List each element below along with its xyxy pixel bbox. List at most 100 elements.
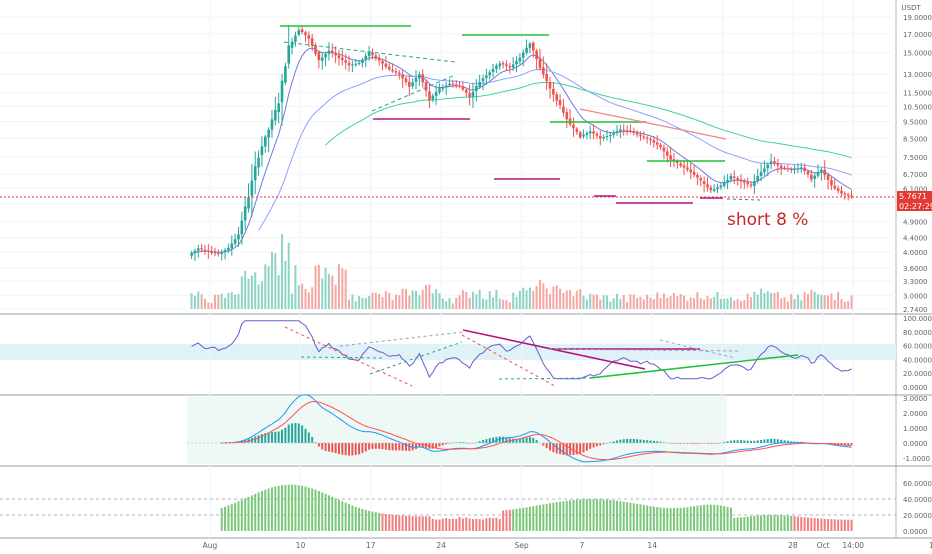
oscillator-bar [592, 499, 595, 531]
volume-bar [837, 291, 840, 309]
volume-bar [672, 293, 675, 309]
volume-bar [639, 296, 642, 309]
macd-histogram-bar [492, 437, 495, 443]
oscillator-bar [827, 519, 830, 531]
oscillator-bar [348, 504, 351, 531]
candle-body [458, 85, 461, 87]
osc-tick-label: 60.0000 [903, 480, 932, 488]
volume-bar [404, 289, 407, 309]
candle-body [508, 66, 512, 68]
volume-bar [528, 287, 531, 309]
volume-bar [626, 302, 629, 309]
oscillator-bar [277, 485, 280, 531]
candle-body [759, 171, 763, 176]
oscillator-bar [411, 516, 414, 531]
macd-histogram-bar [579, 443, 582, 454]
volume-bar [555, 285, 558, 309]
oscillator-bar [240, 499, 243, 531]
trend-line [283, 41, 456, 63]
oscillator-bar [528, 506, 531, 531]
volume-bar [488, 291, 491, 309]
candle-body [475, 85, 478, 92]
candle-body [823, 169, 827, 176]
oscillator-bar [515, 508, 518, 531]
volume-bar [512, 292, 515, 309]
candle-body [297, 30, 301, 35]
oscillator-bar [662, 507, 665, 531]
oscillator-bar [780, 515, 783, 531]
oscillator-bar [693, 506, 696, 531]
volume-bar [227, 293, 230, 309]
countdown-timer: 02:27:29 [899, 202, 932, 211]
volume-bar [562, 292, 565, 309]
oscillator-bar [632, 503, 635, 531]
macd-tick-label: 3.0000 [903, 395, 928, 403]
rsi-dashed-line [659, 339, 736, 359]
macd-histogram-bar [632, 439, 635, 443]
oscillator-bar [478, 519, 481, 531]
candle-body [491, 69, 495, 72]
volume-bar [438, 293, 441, 309]
oscillator-bar [297, 485, 300, 531]
oscillator-bar [786, 515, 789, 531]
macd-histogram-bar [552, 443, 555, 453]
candle-body [387, 66, 391, 70]
oscillator-bar [532, 506, 535, 531]
candle-body [649, 138, 652, 141]
oscillator-bar [729, 507, 732, 531]
macd-histogram-bar [401, 443, 404, 451]
oscillator-bar [274, 486, 277, 531]
candle-body [434, 91, 438, 96]
volume-bar [823, 295, 826, 309]
candle-body [451, 83, 455, 85]
candle-body [511, 64, 515, 68]
volume-bar [709, 298, 712, 309]
oscillator-bar [327, 495, 330, 531]
oscillator-bar [743, 516, 746, 531]
oscillator-bar [227, 505, 230, 531]
candle-body [300, 29, 304, 33]
macd-histogram-bar [257, 435, 260, 443]
volume-bar [361, 297, 364, 309]
macd-histogram-bar [559, 443, 562, 455]
volume-bar [542, 283, 545, 309]
macd-histogram-bar [616, 440, 619, 443]
candle-body [485, 75, 488, 79]
macd-histogram-bar [448, 443, 451, 444]
volume-bar [679, 294, 682, 309]
volume-bar [240, 276, 243, 309]
candle-body [501, 63, 505, 65]
macd-histogram-bar [776, 439, 779, 443]
oscillator-bar [646, 505, 649, 531]
candle-body [766, 164, 770, 169]
candle-body [397, 72, 401, 75]
candle-body [830, 179, 833, 186]
volume-bar [431, 293, 434, 309]
oscillator-bar [374, 512, 377, 531]
volume-bar [220, 293, 223, 309]
oscillator-bar [599, 499, 602, 531]
oscillator-bar [817, 518, 820, 531]
oscillator-bar [307, 487, 310, 531]
volume-bar [421, 289, 424, 309]
candle-body [840, 190, 843, 194]
volume-bar [197, 291, 200, 309]
candle-body [277, 103, 280, 113]
volume-bar [207, 302, 210, 309]
price-tick-label: 4.0000 [903, 249, 928, 257]
volume-bar [662, 293, 665, 309]
candle-body [354, 63, 358, 65]
candle-body [294, 35, 297, 42]
macd-histogram-bar [502, 436, 505, 443]
oscillator-bar [465, 517, 468, 531]
volume-bar [264, 264, 267, 309]
macd-tick-label: -1.0000 [903, 455, 930, 463]
macd-tick-label: 2.0000 [903, 410, 928, 418]
volume-bar [636, 298, 639, 309]
volume-bar [689, 297, 692, 309]
candle-body [237, 234, 240, 240]
candle-body [793, 168, 796, 170]
volume-bar [364, 298, 367, 309]
macd-histogram-bar [488, 438, 491, 443]
macd-tick-label: 1.0000 [903, 425, 928, 433]
